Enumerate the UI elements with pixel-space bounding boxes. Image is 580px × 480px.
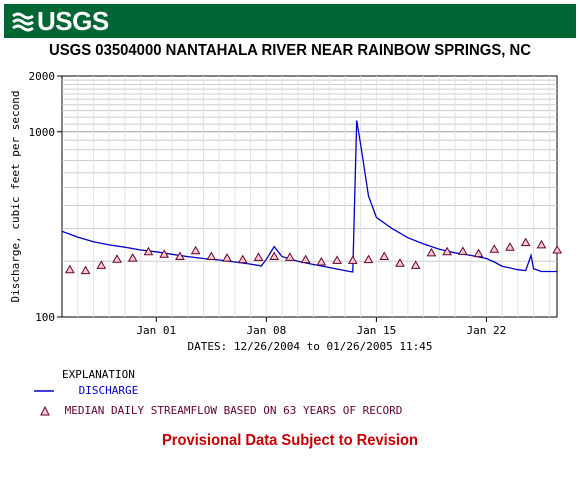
- median-point: [395, 258, 405, 267]
- median-point: [96, 260, 107, 269]
- usgs-logo-text: USGS: [37, 5, 109, 36]
- median-point: [222, 253, 232, 262]
- triangle-marker-icon: [40, 405, 50, 416]
- page-title: USGS 03504000 NANTAHALA RIVER NEAR RAINB…: [48, 42, 532, 59]
- legend-median-label: MEDIAN DAILY STREAMFLOW BASED ON 63 YEAR…: [64, 404, 403, 417]
- y-axis-ticks: 100 1000 2000: [29, 70, 62, 324]
- median-point: [285, 252, 295, 261]
- median-point: [410, 260, 421, 269]
- x-tick-label: Jan 15: [357, 324, 397, 337]
- discharge-line: [61, 120, 557, 273]
- plot-area: [61, 75, 558, 318]
- median-point: [190, 245, 201, 255]
- median-point: [379, 251, 390, 261]
- median-point: [237, 254, 248, 264]
- median-point: [300, 254, 311, 264]
- x-tick-label: Jan 01: [136, 324, 176, 337]
- legend-discharge-label: DISCHARGE: [78, 384, 139, 397]
- median-point: [489, 244, 500, 253]
- median-point: [127, 253, 138, 262]
- median-point: [112, 254, 122, 263]
- chart-grid: [62, 76, 557, 317]
- median-point: [347, 255, 358, 264]
- y-tick-label: 100: [35, 311, 55, 324]
- median-point: [552, 244, 563, 254]
- median-point: [206, 251, 217, 261]
- median-point: [363, 254, 374, 264]
- x-axis-label: DATES: 12/26/2004 to 01/26/2005 11:45: [187, 340, 432, 353]
- median-point: [64, 264, 75, 274]
- y-tick-label: 1000: [29, 126, 56, 139]
- provisional-notice: Provisional Data Subject to Revision: [161, 432, 419, 449]
- median-point: [442, 246, 452, 256]
- legend-discharge: DISCHARGE: [34, 384, 138, 397]
- median-point: [536, 239, 547, 249]
- usgs-wave-icon: [12, 12, 34, 32]
- discharge-chart: 100 1000 2000 Jan 01 Jan 08 Jan 15 Jan 22 Dis…: [9, 70, 563, 353]
- x-axis-ticks: Jan 01 Jan 08 Jan 15 Jan 22: [136, 317, 506, 337]
- legend-median: MEDIAN DAILY STREAMFLOW BASED ON 63 YEAR…: [40, 404, 402, 417]
- median-point: [473, 248, 484, 258]
- usgs-logo[interactable]: USGS: [12, 5, 109, 37]
- median-point: [175, 251, 185, 261]
- median-point: [520, 237, 531, 247]
- median-point: [457, 246, 468, 255]
- y-axis-label: Discharge, cubic feet per second: [9, 91, 22, 303]
- x-tick-label: Jan 08: [246, 324, 286, 337]
- median-point: [505, 242, 515, 251]
- median-point: [426, 247, 437, 257]
- discharge-line-icon: [34, 390, 54, 392]
- y-tick-label: 2000: [29, 70, 56, 83]
- median-point: [332, 255, 342, 264]
- median-point: [269, 251, 280, 261]
- median-point: [316, 257, 327, 266]
- median-point: [159, 249, 170, 258]
- chart-series: [61, 120, 563, 275]
- usgs-banner: USGS: [4, 4, 576, 38]
- median-point: [253, 252, 264, 261]
- legend-heading: EXPLANATION: [62, 368, 135, 381]
- median-point: [143, 246, 154, 256]
- median-point: [80, 265, 91, 275]
- x-tick-label: Jan 22: [467, 324, 507, 337]
